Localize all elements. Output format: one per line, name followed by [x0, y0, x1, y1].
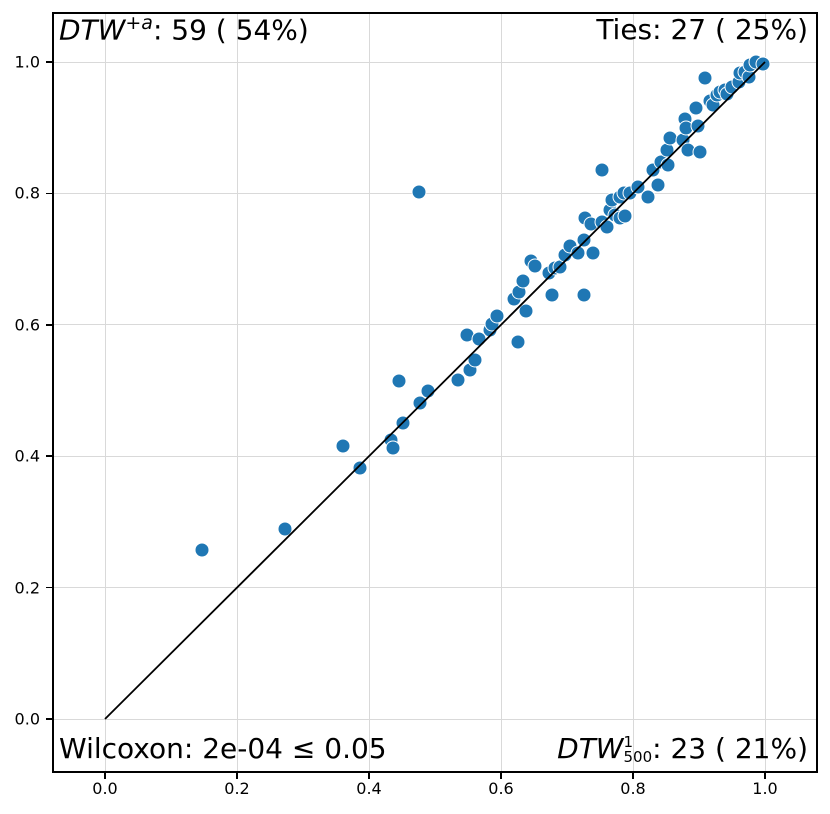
y-tick — [46, 586, 52, 589]
scatter-point — [352, 460, 368, 476]
y-gridline — [52, 587, 818, 589]
win-count-text: : 59 ( 54%) — [152, 13, 309, 47]
x-tick-label: 0.0 — [92, 779, 118, 798]
scatter-point — [688, 100, 704, 116]
annotation-dtw-500-wins: DTW 1 500: 23 ( 21%) — [557, 732, 808, 766]
x-tick-label: 0.4 — [356, 779, 382, 798]
x-tick-label: 0.6 — [488, 779, 514, 798]
x-tick — [368, 773, 370, 779]
scatter-point — [412, 395, 428, 411]
scatter-point — [391, 373, 407, 389]
y-tick-label: 0.0 — [14, 709, 40, 729]
scatter-point — [489, 308, 505, 324]
x-tick — [632, 773, 634, 779]
scatter-point — [450, 372, 466, 388]
y-tick — [46, 718, 52, 720]
y-tick-label: 1.0 — [14, 52, 40, 72]
y-gridline — [52, 61, 818, 63]
y-gridline — [52, 192, 818, 194]
x-tick-label: 0.2 — [224, 779, 250, 798]
annotation-dtw-plus-a-wins: DTW+a: 59 ( 54%) — [59, 14, 309, 47]
scatter-point — [515, 273, 531, 289]
method-superscript: +a — [125, 12, 153, 34]
scatter-point — [518, 303, 534, 319]
annotation-wilcoxon: Wilcoxon: 2e-04 ≤ 0.05 — [59, 732, 387, 765]
x-tick-label: 1.0 — [752, 779, 778, 798]
y-tick-label: 0.6 — [14, 315, 40, 335]
scatter-point — [510, 334, 526, 350]
method-label-dtw-500: DTW — [557, 732, 624, 765]
scatter-point — [617, 208, 633, 224]
identity-line — [104, 61, 766, 720]
x-tick — [236, 773, 238, 779]
x-gridline — [104, 12, 106, 773]
scatter-point — [277, 521, 293, 537]
method-superscript: 1 — [623, 732, 634, 751]
x-gridline — [368, 12, 370, 773]
plot-area — [52, 12, 818, 773]
scatter-point — [690, 118, 706, 134]
method-supsub: 1 500 — [623, 732, 653, 766]
y-gridline — [52, 455, 818, 457]
y-tick — [46, 61, 52, 63]
y-gridline — [52, 718, 818, 720]
scatter-point — [585, 245, 601, 261]
x-tick — [500, 773, 502, 779]
x-gridline — [236, 12, 238, 773]
y-gridline — [52, 324, 818, 326]
scatter-point — [527, 258, 543, 274]
scatter-point — [697, 70, 713, 86]
scatter-point — [650, 177, 666, 193]
scatter-point — [544, 287, 560, 303]
x-tick — [764, 773, 766, 779]
x-gridline — [632, 12, 634, 773]
scatter-point — [385, 440, 401, 456]
scatter-point — [576, 232, 591, 248]
scatter-point — [576, 287, 591, 303]
annotation-ties: Ties: 27 ( 25%) — [596, 13, 808, 46]
win-count-text: : 23 ( 21%) — [652, 732, 808, 765]
method-subscript: 500 — [623, 748, 653, 766]
y-tick-label: 0.8 — [14, 183, 40, 203]
y-tick — [46, 192, 52, 195]
scatter-point — [335, 438, 351, 454]
scatter-point — [692, 144, 708, 160]
wilcoxon-text: Wilcoxon: 2e-04 ≤ 0.05 — [59, 732, 387, 765]
x-tick — [104, 773, 106, 779]
scatter-point — [194, 542, 210, 558]
y-tick-label: 0.2 — [14, 578, 40, 598]
scatter-point — [594, 162, 610, 178]
x-gridline — [764, 12, 766, 773]
scatter-point — [640, 189, 656, 205]
scatter-point — [467, 352, 483, 368]
ties-count-text: Ties: 27 ( 25%) — [596, 13, 808, 46]
y-tick — [46, 455, 52, 457]
x-tick-label: 0.8 — [620, 779, 646, 798]
y-tick-label: 0.4 — [14, 446, 40, 466]
y-tick — [46, 324, 52, 326]
x-gridline — [500, 12, 502, 773]
scatter-point — [395, 415, 411, 431]
scatter-point — [411, 184, 427, 200]
method-label-dtw-plus-a: DTW — [59, 13, 126, 47]
